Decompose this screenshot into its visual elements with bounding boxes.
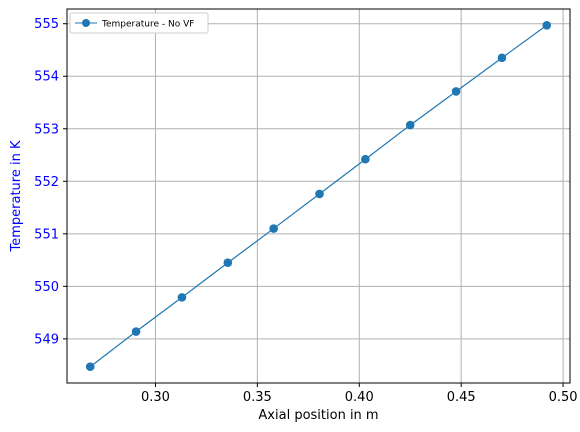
x-tick-label: 0.35: [243, 390, 272, 405]
x-tick-label: 0.40: [345, 390, 374, 405]
data-point: [542, 20, 552, 30]
y-tick-label: 555: [34, 17, 59, 32]
y-tick-label: 550: [34, 280, 59, 295]
legend-box: [69, 12, 209, 34]
data-point: [315, 189, 324, 199]
data-point: [131, 327, 141, 336]
legend-label: Temperature - No VF: [101, 20, 194, 30]
y-tick-label: 553: [34, 122, 59, 137]
y-axis: 549 550 551 552 553 554 555: [34, 17, 67, 347]
y-tick-label: 551: [34, 227, 59, 242]
y-tick-label: 549: [34, 332, 59, 347]
y-tick-label: 552: [34, 175, 59, 190]
data-point: [177, 293, 187, 302]
x-tick-label: 0.50: [549, 390, 578, 405]
data-point: [451, 87, 461, 96]
x-tick-label: 0.45: [447, 390, 476, 405]
data-point: [269, 224, 278, 233]
x-axis-label: Axial position in m: [258, 408, 378, 423]
legend: Temperature - No VF: [69, 12, 209, 34]
series-layer: [85, 20, 552, 372]
y-axis-label: Temperature in K: [9, 140, 24, 252]
data-point: [497, 53, 507, 63]
data-point: [405, 120, 415, 130]
plot-frame: [66, 8, 571, 384]
y-tick-label: 554: [34, 70, 59, 85]
x-tick-label: 0.30: [141, 390, 170, 405]
data-point: [361, 154, 370, 164]
legend-marker: [82, 19, 90, 27]
data-point: [223, 258, 233, 268]
data-point: [85, 362, 95, 372]
x-axis: 0.30 0.35 0.40 0.45 0.50: [141, 383, 578, 405]
